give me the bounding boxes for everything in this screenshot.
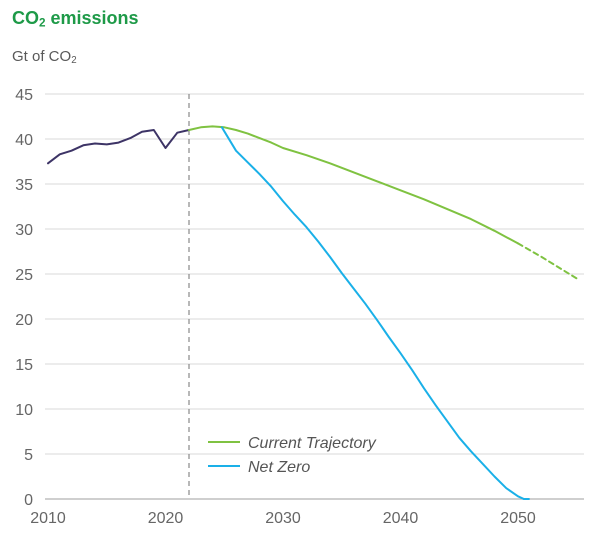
x-tick-label: 2030 xyxy=(265,510,301,527)
series-line-current-trajectory-extension xyxy=(517,242,578,280)
y-axis-unit: Gt of CO2 xyxy=(12,48,77,66)
y-tick-label: 10 xyxy=(15,402,33,419)
y-tick-label: 25 xyxy=(15,267,33,284)
x-tick-label: 2040 xyxy=(383,510,419,527)
y-tick-label: 40 xyxy=(15,132,33,149)
y-tick-label: 20 xyxy=(15,312,33,329)
y-tick-label: 45 xyxy=(15,87,33,104)
series-line-net-zero xyxy=(220,126,525,500)
x-tick-label: 2050 xyxy=(500,510,536,527)
y-tick-label: 5 xyxy=(24,447,33,464)
series-line-current-trajectory xyxy=(188,125,519,245)
x-tick-label: 2010 xyxy=(30,510,66,527)
chart-title: CO2 emissions xyxy=(12,8,139,30)
y-tick-label: 15 xyxy=(15,357,33,374)
series-group xyxy=(47,125,578,500)
x-tick-label: 2020 xyxy=(148,510,184,527)
y-tick-label: 30 xyxy=(15,222,33,239)
legend-label-net-zero: Net Zero xyxy=(248,459,310,476)
legend-label-current-trajectory: Current Trajectory xyxy=(248,435,377,452)
y-tick-label: 35 xyxy=(15,177,33,194)
y-tick-label: 0 xyxy=(24,492,33,509)
series-line-historical xyxy=(47,129,190,165)
